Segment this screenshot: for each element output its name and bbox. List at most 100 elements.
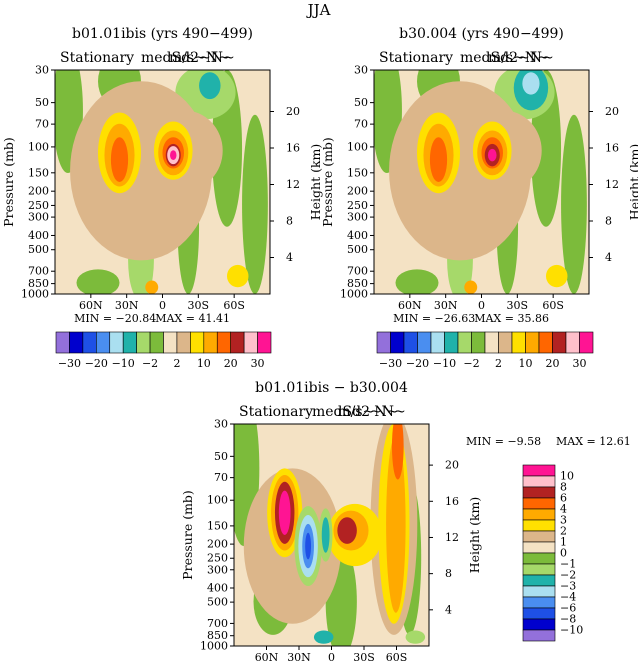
colorbar-label: −20 [406, 357, 429, 370]
subtitle-left: Stationary [239, 404, 313, 420]
pos-region [110, 137, 129, 183]
y-tick-label: 100 [28, 140, 49, 153]
neg-core [522, 72, 540, 95]
neg-region [76, 269, 120, 294]
colorbar-box [579, 331, 594, 354]
y-tick-label: 200 [207, 538, 228, 551]
y-tick-label: 70 [354, 118, 368, 131]
colorbar-label: −2 [142, 357, 158, 370]
y-axis-label: Pressure (mb) [1, 137, 16, 227]
y-tick-label: 850 [207, 629, 228, 642]
colorbar-label: 2 [173, 357, 180, 370]
subtitle-center: medSd2~N~ [460, 50, 554, 66]
colorbar-box [525, 331, 540, 354]
subtitle-left: Stationary [379, 50, 453, 66]
y-tick-label: 200 [28, 185, 49, 198]
colorbar-label: 20 [224, 357, 238, 370]
y-tick-label: 30 [214, 418, 228, 431]
colorbar-label: 10 [519, 357, 533, 370]
colorbar-box [109, 331, 124, 354]
x-tick-label: 60S [386, 651, 408, 664]
y-tick-label: 1000 [200, 640, 228, 653]
y-tick-label: 250 [347, 199, 368, 212]
pos-core [170, 150, 177, 161]
colorbar-box [522, 541, 556, 554]
neg-region [242, 114, 268, 294]
subtitle-left: Stationary [60, 50, 134, 66]
contour-field [374, 70, 589, 294]
colorbar-label: 30 [251, 357, 265, 370]
height-tick-label: 8 [605, 214, 612, 227]
x-tick-label: 30N [434, 299, 458, 312]
height-tick-label: 12 [605, 178, 619, 191]
pos-region [145, 280, 159, 294]
x-tick-label: 30S [507, 299, 529, 312]
colorbar-box [176, 331, 191, 354]
y-axis-label: Pressure (mb) [180, 490, 195, 580]
y2-axis-label: Height (km) [467, 497, 482, 574]
colorbar-label: 4 [560, 503, 567, 516]
colorbar-label: −10 [112, 357, 135, 370]
colorbar-label: 6 [560, 492, 567, 505]
colorbar-box [484, 331, 499, 354]
colorbar-box [430, 331, 445, 354]
x-tick-label: 0 [478, 299, 485, 312]
neg-region [313, 630, 334, 644]
colorbar-box [522, 596, 556, 609]
colorbar-label: 2 [560, 525, 567, 538]
subtitle-right: m/s~N~ [488, 50, 549, 66]
colorbar-box [163, 331, 178, 354]
height-tick-label: 16 [445, 495, 459, 508]
x-tick-label: 30S [353, 651, 375, 664]
pos-core [487, 148, 497, 162]
y-tick-label: 700 [347, 265, 368, 278]
pos-region [391, 424, 404, 480]
neg-core [305, 532, 312, 560]
y-tick-label: 850 [28, 277, 49, 290]
colorbar-box [55, 331, 70, 354]
colorbar-label: 0 [560, 547, 567, 560]
colorbar-label: −30 [379, 357, 402, 370]
colorbar-box [522, 585, 556, 598]
min-label: MIN = −26.63 [393, 312, 475, 325]
y-tick-label: 30 [35, 64, 49, 77]
colorbar-label: 20 [546, 357, 560, 370]
y-tick-label: 400 [347, 229, 368, 242]
x-tick-label: 30S [188, 299, 210, 312]
y-tick-label: 70 [35, 118, 49, 131]
max-label: MAX = 41.41 [155, 312, 230, 325]
contour-field [234, 424, 429, 646]
height-tick-label: 4 [605, 251, 612, 264]
panel-a: b01.01ibis (yrs 490−499) Stationary medSd2… [1, 26, 323, 370]
y-tick-label: 50 [35, 96, 49, 109]
subtitle-right: m/s~N~ [169, 50, 230, 66]
colorbar-box [538, 331, 553, 354]
y-tick-label: 150 [347, 166, 368, 179]
colorbar-box [522, 530, 556, 543]
y-tick-label: 200 [347, 185, 368, 198]
colorbar-box [417, 331, 432, 354]
y-tick-label: 250 [28, 199, 49, 212]
colorbar-box [522, 563, 556, 576]
y-tick-label: 500 [207, 596, 228, 609]
colorbar-box [96, 331, 111, 354]
colorbar-box [522, 475, 556, 488]
pos-region [546, 264, 568, 288]
y-tick-label: 700 [28, 265, 49, 278]
y-tick-label: 1000 [21, 288, 49, 301]
x-tick-label: 60N [79, 299, 103, 312]
colorbar-box [216, 331, 231, 354]
x-tick-label: 0 [328, 651, 335, 664]
height-tick-label: 20 [605, 105, 619, 118]
colorbar-label: 10 [560, 470, 574, 483]
x-tick-label: 60N [255, 651, 279, 664]
colorbar-box [69, 331, 84, 354]
colorbar-box [122, 331, 137, 354]
colorbar-box [522, 508, 556, 521]
colorbar-box [376, 331, 391, 354]
pos-region [464, 280, 478, 294]
pos-region [337, 517, 357, 544]
colorbar-label: 2 [495, 357, 502, 370]
colorbar-box [522, 519, 556, 532]
